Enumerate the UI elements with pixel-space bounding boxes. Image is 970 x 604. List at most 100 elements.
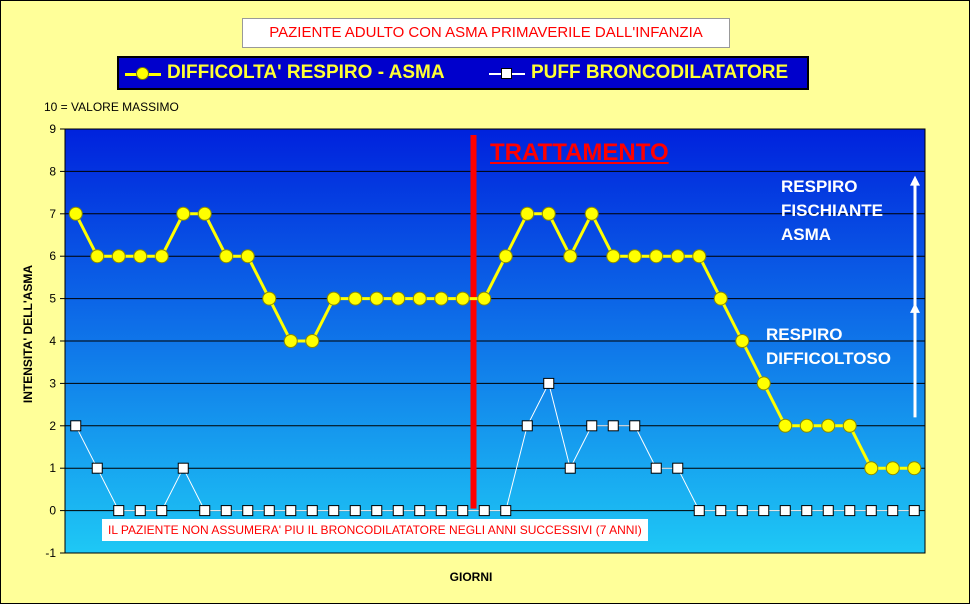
y-tick-label-4: 3 [49,376,56,390]
difficolta-point-3 [133,249,148,264]
y-tick-label-10: 9 [49,122,56,136]
puff-point-15 [392,505,404,517]
puff-point-10 [285,505,297,517]
difficolta-point-33 [778,418,793,433]
difficolta-point-20 [498,249,513,264]
puff-point-17 [435,505,447,517]
y-tick-label-0: -1 [45,546,56,560]
puff-point-11 [306,505,318,517]
footnote: IL PAZIENTE NON ASSUMERA' PIU IL BRONCOD… [102,519,648,541]
puff-point-9 [263,505,275,517]
difficolta-point-16 [412,291,427,306]
puff-point-16 [414,505,426,517]
y-tick-label-9: 8 [49,164,56,178]
puff-point-37 [865,505,877,517]
difficolta-point-37 [864,461,879,476]
difficolta-point-31 [735,334,750,348]
difficolta-point-11 [305,334,320,348]
puff-point-29 [693,505,705,517]
difficolta-point-4 [154,249,169,264]
y-tick-label-7: 6 [49,249,56,263]
puff-point-2 [113,505,125,517]
puff-point-0 [70,420,82,432]
difficolta-point-5 [176,206,191,221]
difficolta-point-30 [713,291,728,306]
chart-title: PAZIENTE ADULTO CON ASMA PRIMAVERILE DAL… [242,18,730,48]
x-axis-label: GIORNI [449,570,493,584]
puff-point-33 [779,505,791,517]
difficolta-point-38 [885,461,900,476]
puff-point-3 [134,505,146,517]
puff-point-27 [650,462,662,474]
legend: DIFFICOLTA' RESPIRO - ASMA PUFF BRONCODI… [117,56,809,90]
difficolta-point-15 [391,291,406,306]
difficolta-point-2 [111,249,126,264]
series-difficolta-respiro [68,206,922,476]
puff-point-1 [91,462,103,474]
puff-point-21 [521,420,533,432]
difficolta-point-39 [907,461,922,476]
treatment-label: TRATTAMENTO [490,139,669,166]
difficolta-point-8 [240,249,255,264]
y-tick-label-2: 1 [49,461,56,475]
difficolta-point-1 [90,249,105,264]
puff-point-38 [887,505,899,517]
y-tick-label-1: 0 [49,504,56,518]
difficolta-point-26 [627,249,642,264]
puff-point-23 [564,462,576,474]
difficolta-point-19 [477,291,492,306]
puff-point-12 [328,505,340,517]
legend-label-difficolta: DIFFICOLTA' RESPIRO - ASMA [167,62,445,83]
legend-circle-marker [136,67,149,80]
difficolta-point-36 [842,418,857,433]
puff-point-24 [586,420,598,432]
arrow-upper-head [910,175,920,186]
puff-point-14 [371,505,383,517]
y-tick-label-5: 4 [49,334,56,348]
puff-point-25 [607,420,619,432]
puff-point-32 [758,505,770,517]
difficolta-point-7 [219,249,234,264]
puff-point-39 [908,505,920,517]
puff-point-35 [822,505,834,517]
puff-point-36 [844,505,856,517]
puff-point-7 [220,505,232,517]
difficolta-point-12 [326,291,341,306]
annotation-lower: RESPIRO DIFFICOLTOSO [766,323,891,371]
puff-point-28 [672,462,684,474]
y-tick-label-6: 5 [49,292,56,306]
y-axis-label: INTENSITA' DELL'ASMA [21,264,35,404]
difficolta-point-25 [606,249,621,264]
legend-square-marker [501,68,512,79]
difficolta-point-32 [756,376,771,391]
difficolta-point-29 [692,249,707,264]
puff-point-4 [156,505,168,517]
annotation-upper-line-3: ASMA [781,225,832,244]
y-tick-label-3: 2 [49,419,56,433]
puff-point-13 [349,505,361,517]
y-tick-labels: -1 0 1 2 3 4 5 6 7 8 9 [45,122,56,560]
puff-point-34 [801,505,813,517]
puff-point-18 [457,505,469,517]
annotation-arrows [910,175,920,418]
annotation-lower-line-2: DIFFICOLTOSO [766,349,891,368]
puff-point-6 [199,505,211,517]
difficolta-point-34 [799,418,814,433]
puff-point-20 [500,505,512,517]
puff-point-19 [478,505,490,517]
arrow-lower-head [910,302,920,313]
difficolta-point-27 [649,249,664,264]
y-tick-label-8: 7 [49,207,56,221]
treatment-line [470,135,477,509]
puff-point-30 [715,505,727,517]
series-puff-broncodilatatore [70,377,920,517]
annotation-upper-line-1: RESPIRO [781,177,858,196]
series-puff-line [75,381,915,512]
difficolta-point-35 [821,418,836,433]
legend-label-puff: PUFF BRONCODILATATORE [531,62,789,83]
puff-point-22 [543,377,555,389]
difficolta-point-17 [434,291,449,306]
puff-point-5 [177,462,189,474]
